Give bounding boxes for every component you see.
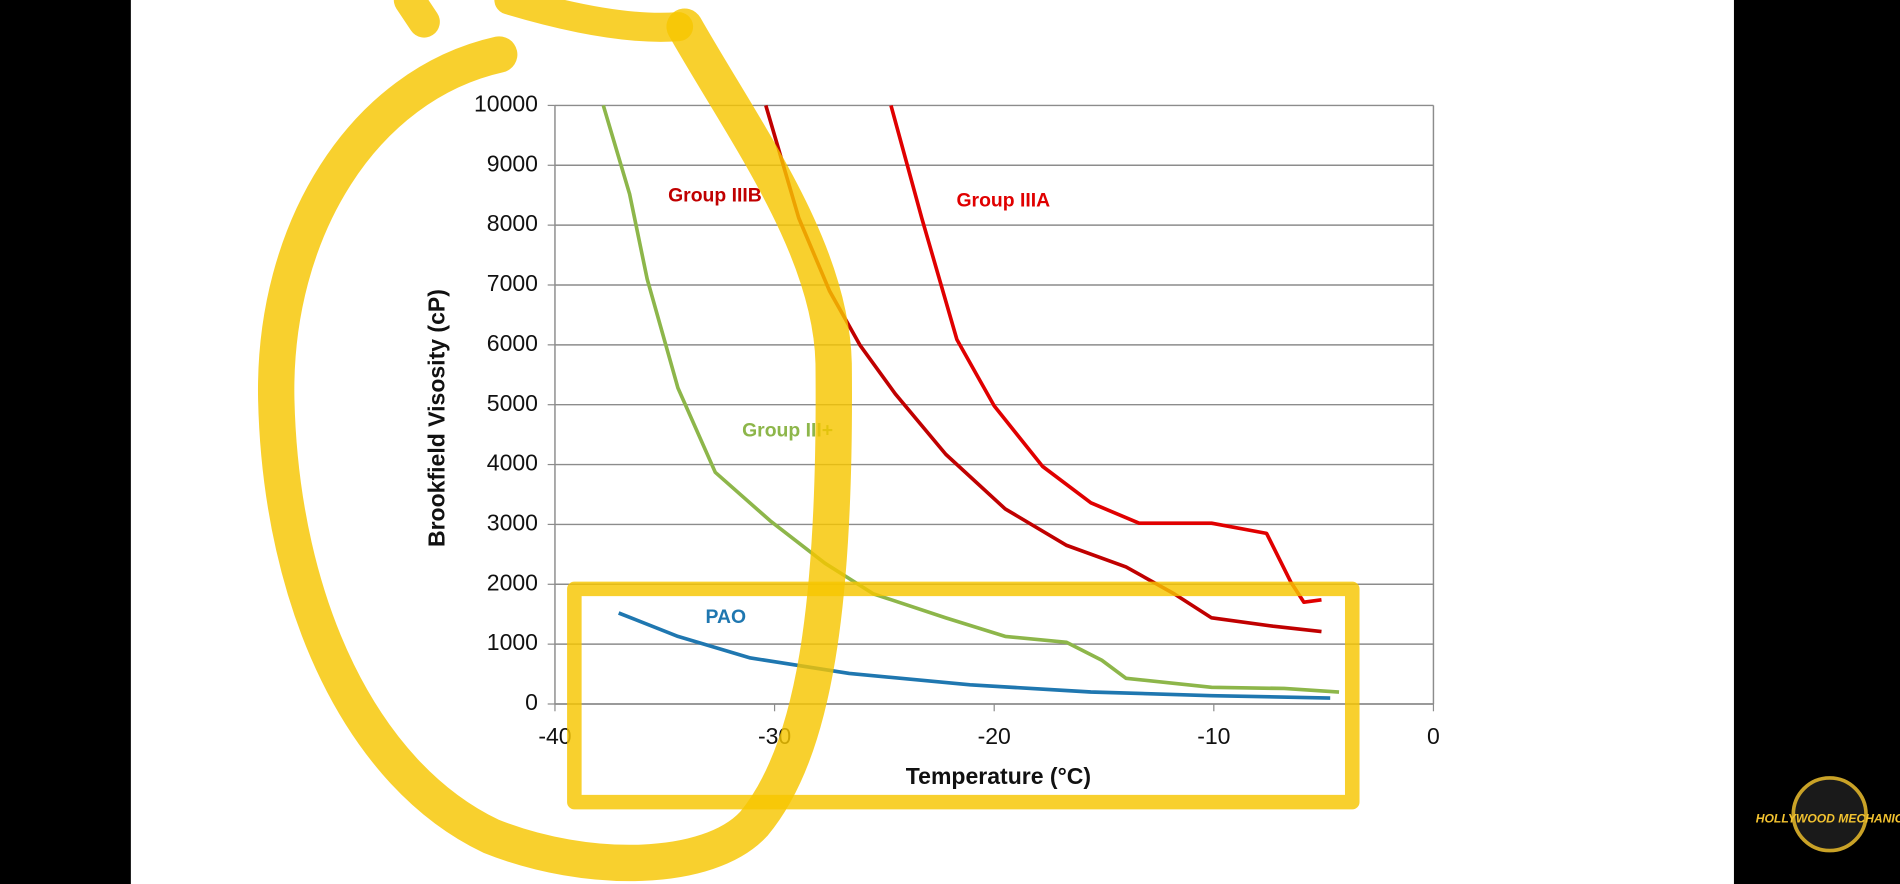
series-label: PAO [706, 606, 747, 628]
series-label: Group IIIA [956, 189, 1050, 211]
y-tick-label: 8000 [487, 210, 538, 236]
x-tick-label: -20 [978, 723, 1011, 749]
watermark: HOLLYWOOD MECHANIC [1756, 811, 1900, 825]
y-tick-label: 2000 [487, 569, 538, 595]
y-tick-label: 10000 [474, 90, 538, 116]
highlight [258, 0, 1360, 882]
plot-area: 0 1000 2000 3000 4000 5000 6000 7000 8000 9000 100… [474, 90, 1440, 749]
highlight-box [567, 581, 1360, 810]
series-label: Group IIIB [668, 184, 762, 206]
series-label: Group III+ [742, 419, 833, 441]
y-tick-label: 9000 [487, 150, 538, 176]
series-line [601, 104, 1340, 694]
logo-badge [1791, 776, 1868, 853]
y-axis-title: Brookfield Visosity (cP) [424, 289, 450, 547]
series-line [618, 611, 1331, 700]
y-tick-label: 3000 [487, 510, 538, 536]
x-tick-label: 0 [1427, 723, 1440, 749]
x-tick-label: -40 [538, 723, 571, 749]
logo: HOLLYWOOD MECHANIC [1756, 776, 1900, 853]
chart: 0 1000 2000 3000 4000 5000 6000 7000 8000 9000 100… [130, 0, 1900, 884]
highlight-stroke [393, 0, 440, 38]
y-tick-label: 4000 [487, 450, 538, 476]
y-tick-label: 0 [525, 689, 538, 715]
y-tick-label: 5000 [487, 390, 538, 416]
y-tick-label: 7000 [487, 270, 538, 296]
highlight-stroke [494, 0, 694, 42]
highlight-loop [258, 8, 853, 882]
y-tick-label: 6000 [487, 330, 538, 356]
x-axis-title: Temperature (°C) [906, 763, 1091, 789]
y-tick-label: 1000 [487, 629, 538, 655]
x-tick-label: -10 [1197, 723, 1230, 749]
